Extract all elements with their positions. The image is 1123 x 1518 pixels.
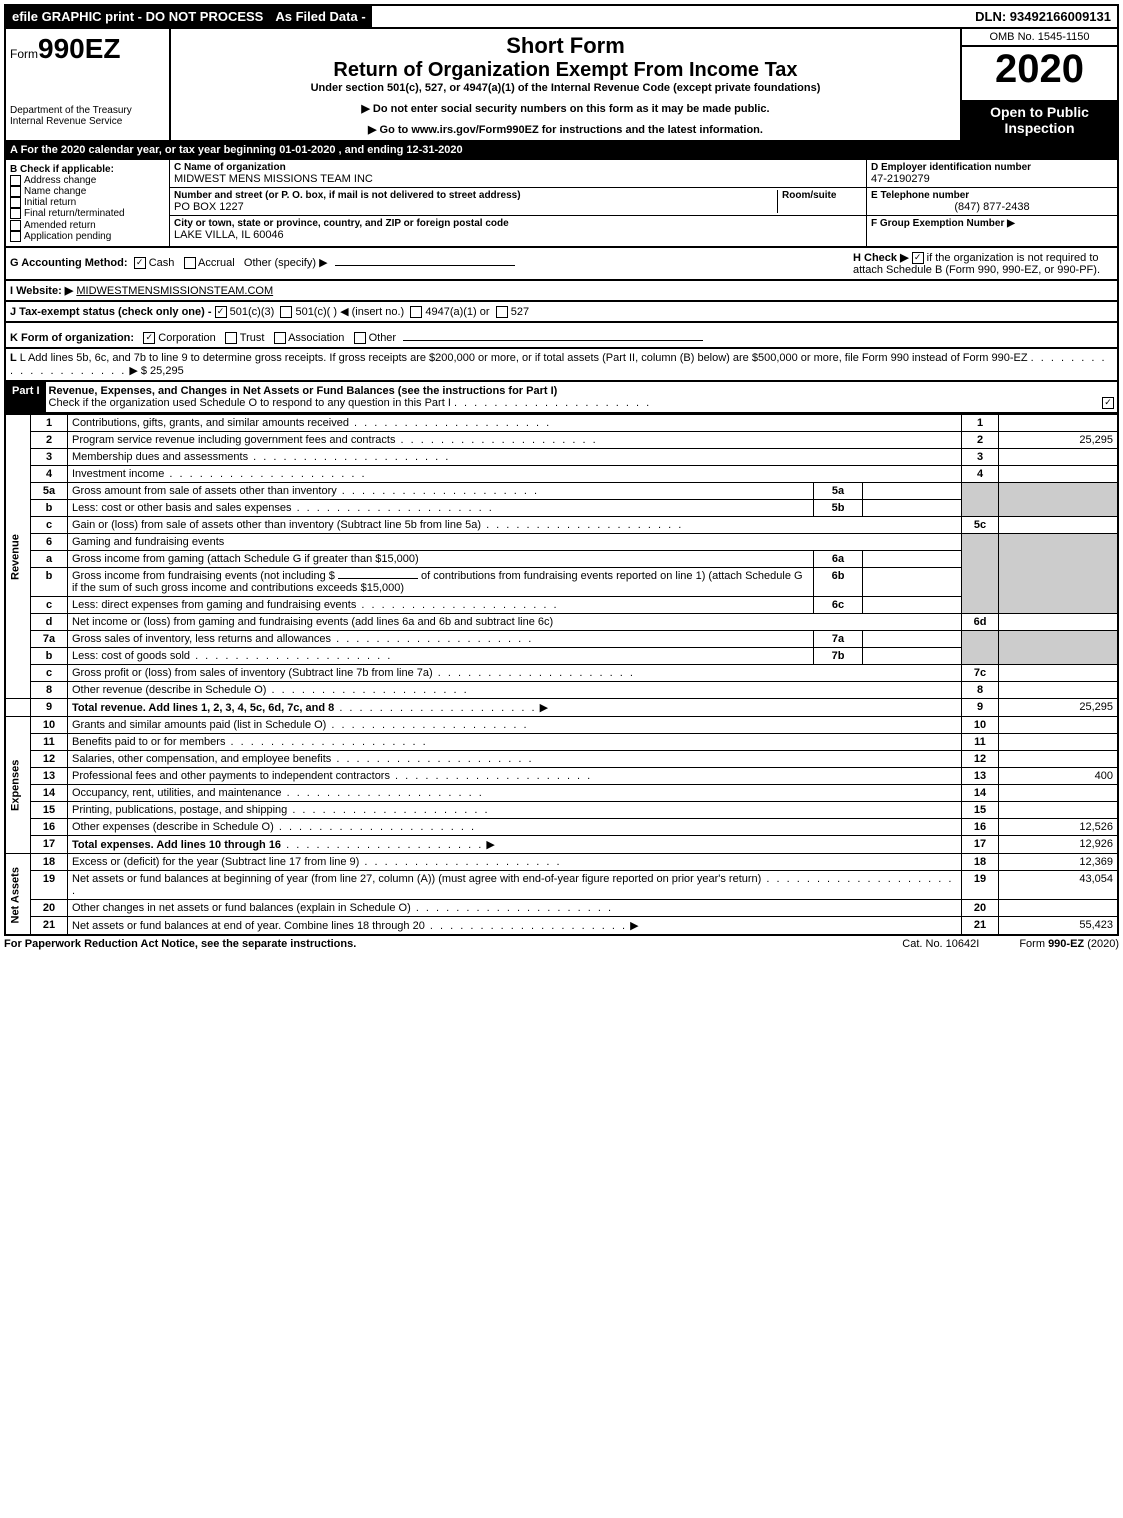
l-value: ▶ $ 25,295 — [129, 365, 183, 377]
corp-checkbox[interactable] — [143, 332, 155, 344]
paperwork-notice: For Paperwork Reduction Act Notice, see … — [4, 938, 862, 950]
return-title: Return of Organization Exempt From Incom… — [175, 59, 956, 82]
header-right: OMB No. 1545-1150 2020 Open to Public In… — [960, 29, 1117, 140]
other-checkbox[interactable] — [354, 332, 366, 344]
header-mid: Short Form Return of Organization Exempt… — [171, 29, 960, 140]
part1-check-text: Check if the organization used Schedule … — [49, 397, 451, 409]
accounting-row: G Accounting Method: Cash Accrual Other … — [4, 248, 1119, 281]
form-header: Form990EZ Department of the Treasury Int… — [4, 29, 1119, 142]
header-left: Form990EZ Department of the Treasury Int… — [6, 29, 171, 140]
527-checkbox[interactable] — [496, 306, 508, 318]
tel-value: (847) 877-2438 — [871, 201, 1113, 213]
section-c: C Name of organization MIDWEST MENS MISS… — [170, 160, 866, 246]
address-change-checkbox[interactable] — [10, 175, 21, 186]
cash-checkbox[interactable] — [134, 257, 146, 269]
501c-checkbox[interactable] — [280, 306, 292, 318]
dept-treasury: Department of the Treasury — [10, 105, 165, 116]
ein-value: 47-2190279 — [871, 173, 1113, 185]
form-ref: Form 990-EZ (2020) — [1019, 938, 1119, 950]
h-checkbox[interactable] — [912, 252, 924, 264]
asfiled-label: As Filed Data - — [269, 6, 371, 27]
ssn-note: ▶ Do not enter social security numbers o… — [175, 102, 956, 115]
website-label: I Website: ▶ — [10, 285, 73, 297]
org-city: LAKE VILLA, IL 60046 — [174, 229, 862, 241]
line16-value: 12,526 — [999, 819, 1119, 836]
part1-label: Part I — [6, 382, 46, 412]
line13-value: 400 — [999, 768, 1119, 785]
line18-value: 12,369 — [999, 854, 1119, 871]
short-form-title: Short Form — [175, 33, 956, 59]
line17-value: 12,926 — [999, 836, 1119, 854]
schedule-o-checkbox[interactable] — [1102, 397, 1114, 409]
section-a: A For the 2020 calendar year, or tax yea… — [4, 142, 1119, 160]
g-label: G Accounting Method: — [10, 257, 128, 269]
h-label: H Check ▶ — [853, 252, 909, 264]
4947-checkbox[interactable] — [410, 306, 422, 318]
room-label: Room/suite — [782, 190, 862, 201]
form-number: Form990EZ — [10, 33, 165, 65]
line-num: 1 — [31, 415, 68, 432]
initial-return-checkbox[interactable] — [10, 197, 21, 208]
org-address: PO BOX 1227 — [174, 201, 777, 213]
form-prefix: Form — [10, 47, 38, 61]
accrual-checkbox[interactable] — [184, 257, 196, 269]
application-pending-checkbox[interactable] — [10, 231, 21, 242]
expenses-side-label: Expenses — [5, 717, 31, 854]
section-b: B Check if applicable: Address change Na… — [6, 160, 170, 246]
tel-label: E Telephone number — [871, 190, 1113, 201]
amended-return-checkbox[interactable] — [10, 220, 21, 231]
subtitle: Under section 501(c), 527, or 4947(a)(1)… — [175, 82, 956, 94]
final-return-checkbox[interactable] — [10, 208, 21, 219]
top-bar: efile GRAPHIC print - DO NOT PROCESS As … — [4, 4, 1119, 29]
line9-value: 25,295 — [999, 699, 1119, 717]
section-d: D Employer identification number 47-2190… — [866, 160, 1117, 246]
assoc-checkbox[interactable] — [274, 332, 286, 344]
name-change-checkbox[interactable] — [10, 186, 21, 197]
main-table: Revenue 1 Contributions, gifts, grants, … — [4, 414, 1119, 936]
open-public: Open to Public Inspection — [962, 100, 1117, 140]
form-990ez: 990EZ — [38, 33, 121, 64]
cat-number: Cat. No. 10642I — [862, 938, 1019, 950]
ein-label: D Employer identification number — [871, 162, 1113, 173]
goto-note[interactable]: ▶ Go to www.irs.gov/Form990EZ for instru… — [175, 123, 956, 136]
org-info-box: B Check if applicable: Address change Na… — [4, 160, 1119, 248]
org-name: MIDWEST MENS MISSIONS TEAM INC — [174, 173, 862, 185]
city-label: City or town, state or province, country… — [174, 218, 862, 229]
l-text: L Add lines 5b, 6c, and 7b to line 9 to … — [20, 352, 1028, 364]
omb-number: OMB No. 1545-1150 — [962, 29, 1117, 47]
irs-label: Internal Revenue Service — [10, 116, 165, 127]
page-footer: For Paperwork Reduction Act Notice, see … — [4, 936, 1119, 952]
efile-label: efile GRAPHIC print - DO NOT PROCESS — [6, 6, 269, 27]
k-row: K Form of organization: Corporation Trus… — [4, 323, 1119, 349]
website-value[interactable]: MIDWESTMENSMISSIONSTEAM.COM — [76, 285, 273, 297]
topbar-spacer — [372, 6, 969, 27]
j-label: J Tax-exempt status (check only one) - — [10, 306, 215, 318]
line2-value: 25,295 — [999, 432, 1119, 449]
k-label: K Form of organization: — [10, 332, 134, 344]
line1-value — [999, 415, 1119, 432]
group-exemption-label: F Group Exemption Number ▶ — [871, 218, 1113, 229]
revenue-side-label: Revenue — [5, 415, 31, 699]
org-name-label: C Name of organization — [174, 162, 862, 173]
line19-value: 43,054 — [999, 871, 1119, 900]
netassets-side-label: Net Assets — [5, 854, 31, 936]
501c3-checkbox[interactable] — [215, 306, 227, 318]
dln-label: DLN: 93492166009131 — [969, 6, 1117, 27]
tax-exempt-row: J Tax-exempt status (check only one) - 5… — [4, 302, 1119, 323]
l-row: L L Add lines 5b, 6c, and 7b to line 9 t… — [4, 349, 1119, 382]
tax-year: 2020 — [962, 47, 1117, 100]
part1-title: Revenue, Expenses, and Changes in Net As… — [49, 385, 558, 397]
website-row: I Website: ▶ MIDWESTMENSMISSIONSTEAM.COM — [4, 281, 1119, 302]
line21-value: 55,423 — [999, 917, 1119, 936]
addr-label: Number and street (or P. O. box, if mail… — [174, 190, 777, 201]
part1-header: Part I Revenue, Expenses, and Changes in… — [4, 382, 1119, 414]
check-if-label: B Check if applicable: — [10, 164, 165, 175]
trust-checkbox[interactable] — [225, 332, 237, 344]
